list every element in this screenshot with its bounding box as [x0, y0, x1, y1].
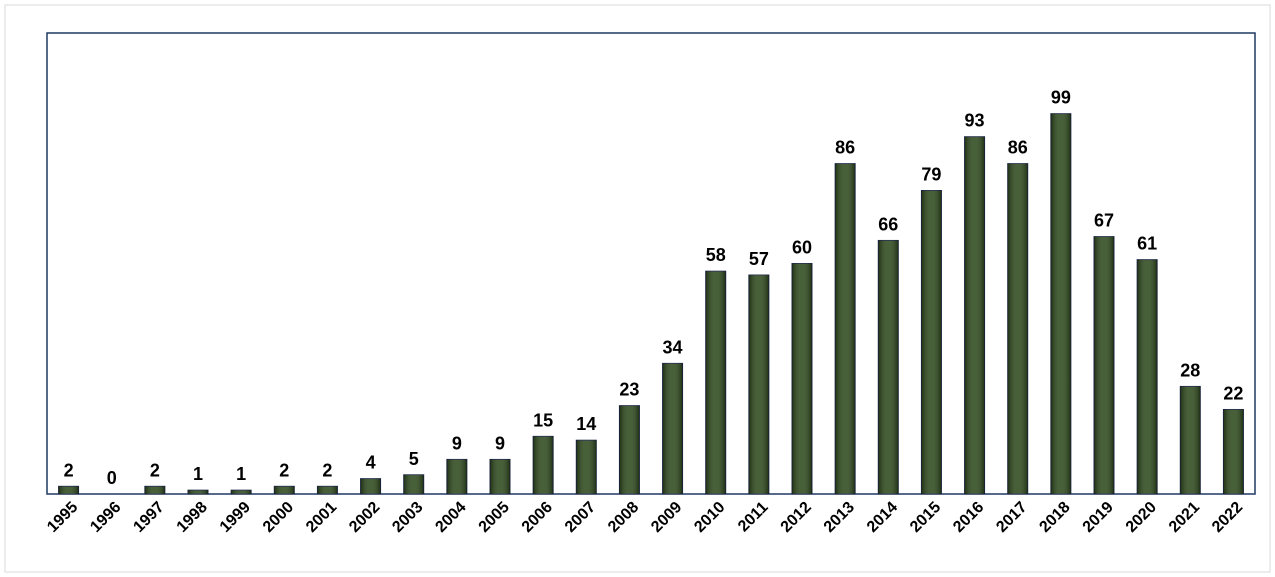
x-tick-label: 2015: [907, 499, 944, 536]
value-label: 23: [619, 380, 639, 400]
value-label: 28: [1180, 360, 1200, 380]
x-tick-label: 1997: [130, 499, 167, 536]
value-label: 1: [236, 464, 246, 484]
bar: [1007, 163, 1029, 495]
value-label: 60: [792, 238, 812, 258]
bar: [532, 435, 554, 495]
bar: [618, 405, 640, 495]
bar: [1222, 408, 1244, 495]
bar: [230, 489, 252, 495]
bar: [1179, 385, 1201, 495]
x-tick-label: 2008: [605, 499, 642, 536]
x-tick-label: 2003: [389, 499, 426, 536]
x-tick-label: 2019: [1080, 499, 1117, 536]
bar: [489, 458, 511, 495]
x-tick-label: 2020: [1123, 499, 1160, 536]
x-tick-label: 2012: [778, 499, 815, 536]
value-label: 99: [1051, 88, 1071, 108]
value-label: 4: [366, 453, 376, 473]
x-tick-label: 2022: [1209, 499, 1246, 536]
value-label: 86: [1008, 138, 1028, 158]
bar: [791, 263, 813, 495]
bar: [446, 458, 468, 495]
x-tick-label: 2005: [476, 499, 513, 536]
x-tick-label: 2002: [346, 499, 383, 536]
value-label: 93: [965, 111, 985, 131]
value-label: 57: [749, 249, 769, 269]
bar: [964, 136, 986, 495]
bar: [273, 485, 295, 495]
plot-border: [46, 32, 1256, 495]
value-label: 2: [150, 460, 160, 480]
x-tick-label: 2007: [562, 499, 599, 536]
bar: [748, 274, 770, 495]
value-label: 58: [706, 245, 726, 265]
value-label: 34: [663, 337, 683, 357]
bar: [920, 190, 942, 495]
x-tick-label: 2009: [648, 499, 685, 536]
bar: [403, 474, 425, 495]
bar: [316, 485, 338, 495]
x-tick-label: 1996: [87, 499, 124, 536]
bar: [1050, 113, 1072, 495]
value-label: 2: [279, 460, 289, 480]
value-label: 66: [878, 214, 898, 234]
bar: [1136, 259, 1158, 495]
value-label: 5: [409, 449, 419, 469]
x-tick-label: 2000: [260, 499, 297, 536]
x-tick-label: 1995: [44, 499, 81, 536]
value-label: 9: [495, 433, 505, 453]
bar: [187, 489, 209, 495]
value-label: 0: [107, 468, 117, 488]
x-tick-label: 2021: [1166, 499, 1203, 536]
chart-border: [4, 4, 1271, 573]
value-label: 1: [193, 464, 203, 484]
value-label: 14: [576, 414, 596, 434]
x-tick-label: 2011: [735, 499, 772, 536]
value-label: 61: [1137, 234, 1157, 254]
x-tick-label: 2010: [691, 499, 728, 536]
x-tick-label: 2006: [519, 499, 556, 536]
bar: [144, 485, 166, 495]
x-tick-label: 1998: [174, 499, 211, 536]
x-tick-label: 1999: [217, 499, 254, 536]
value-label: 15: [533, 410, 553, 430]
x-tick-label: 2018: [1036, 499, 1073, 536]
bar: [58, 485, 80, 495]
bar: [705, 270, 727, 495]
value-label: 67: [1094, 211, 1114, 231]
value-label: 2: [64, 460, 74, 480]
value-label: 86: [835, 138, 855, 158]
bar: [662, 362, 684, 495]
bar: [834, 163, 856, 495]
value-label: 9: [452, 433, 462, 453]
x-tick-label: 2004: [432, 499, 469, 536]
bar: [877, 239, 899, 495]
x-tick-label: 2013: [821, 499, 858, 536]
x-tick-label: 2017: [993, 499, 1030, 536]
x-tick-label: 2016: [950, 499, 987, 536]
bar: [1093, 236, 1115, 495]
value-label: 22: [1223, 383, 1243, 403]
x-tick-label: 2014: [864, 499, 901, 536]
bar: [575, 439, 597, 495]
value-label: 79: [921, 165, 941, 185]
value-label: 2: [322, 460, 332, 480]
bar: [360, 478, 382, 495]
x-tick-label: 2001: [303, 499, 340, 536]
